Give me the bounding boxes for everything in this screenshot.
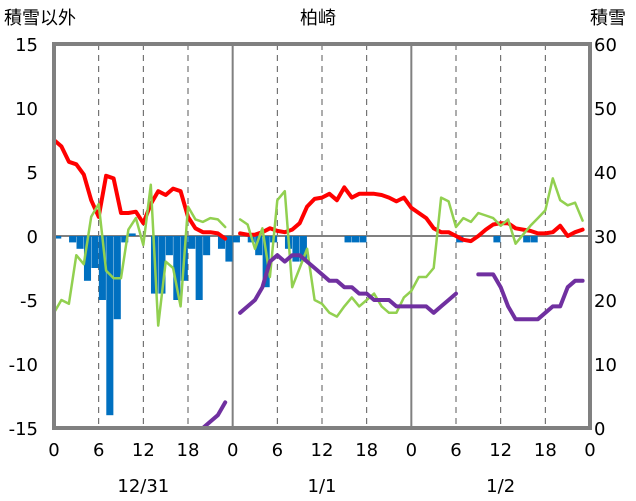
x-tick-label: 12	[132, 440, 155, 461]
y-right-tick-label: 50	[594, 99, 617, 120]
blue-bar	[69, 236, 77, 243]
blue-bar	[225, 236, 233, 262]
blue-bar	[493, 236, 501, 243]
blue-bar	[165, 236, 173, 256]
x-tick-label: 18	[177, 440, 200, 461]
x-tick-label: 12	[489, 440, 512, 461]
date-label: 12/31	[117, 476, 169, 497]
y-left-tick-label: 0	[27, 227, 38, 248]
bars	[54, 233, 538, 416]
x-tick-label: 18	[355, 440, 378, 461]
lines	[52, 138, 585, 430]
y-right-tick-label: 40	[594, 163, 617, 184]
series-line	[52, 400, 228, 430]
y-left-tick-label: -5	[20, 291, 38, 312]
left-axis-label: 積雪以外	[4, 8, 76, 29]
blue-bar	[188, 236, 196, 249]
blue-bar	[203, 236, 211, 256]
series-line	[52, 183, 227, 327]
blue-bar	[232, 236, 240, 243]
blue-bar	[344, 236, 352, 243]
blue-bar	[98, 236, 106, 300]
blue-bar	[530, 236, 538, 243]
blue-bar	[121, 236, 129, 243]
y-left-tick-label: 15	[15, 35, 38, 56]
blue-bar	[255, 236, 263, 256]
plot-frame	[52, 42, 592, 430]
series-line	[238, 177, 584, 318]
blue-bar	[54, 236, 62, 239]
y-right-tick-label: 20	[594, 291, 617, 312]
series-line	[238, 253, 458, 315]
y-left-tick-label: 5	[27, 163, 38, 184]
y-right-tick-label: 0	[594, 419, 605, 440]
blue-bar	[173, 236, 181, 300]
x-tick-label: 0	[227, 440, 238, 461]
date-label: 1/2	[486, 476, 515, 497]
y-right-tick-label: 10	[594, 355, 617, 376]
y-left-tick-label: -15	[9, 419, 38, 440]
blue-bar	[106, 236, 114, 416]
x-tick-label: 12	[311, 440, 334, 461]
x-tick-label: 18	[534, 440, 557, 461]
series-line	[52, 138, 228, 241]
blue-bar	[91, 236, 99, 268]
blue-bar	[359, 236, 367, 243]
y-right-tick-label: 30	[594, 227, 617, 248]
blue-bar	[217, 236, 226, 249]
x-tick-label: 6	[93, 440, 104, 461]
x-tick-label: 0	[584, 440, 595, 461]
y-left-tick-label: -10	[9, 355, 38, 376]
chart-title: 柏崎	[300, 8, 336, 29]
blue-bar	[523, 236, 531, 243]
blue-bar	[262, 236, 270, 288]
y-left-tick-label: 10	[15, 99, 38, 120]
blue-bar	[292, 236, 300, 262]
blue-bar	[128, 233, 136, 236]
blue-bar	[158, 236, 166, 294]
right-axis-label: 積雪	[590, 8, 626, 29]
series-line	[476, 272, 585, 322]
date-label: 1/1	[308, 476, 337, 497]
x-tick-label: 0	[48, 440, 59, 461]
x-tick-label: 6	[450, 440, 461, 461]
blue-bar	[195, 236, 203, 300]
blue-bar	[76, 236, 84, 249]
blue-bar	[83, 236, 92, 281]
blue-bar	[299, 236, 307, 262]
x-tick-label: 0	[406, 440, 417, 461]
x-tick-label: 6	[272, 440, 283, 461]
y-right-tick-label: 60	[594, 35, 617, 56]
blue-bar	[351, 236, 360, 243]
